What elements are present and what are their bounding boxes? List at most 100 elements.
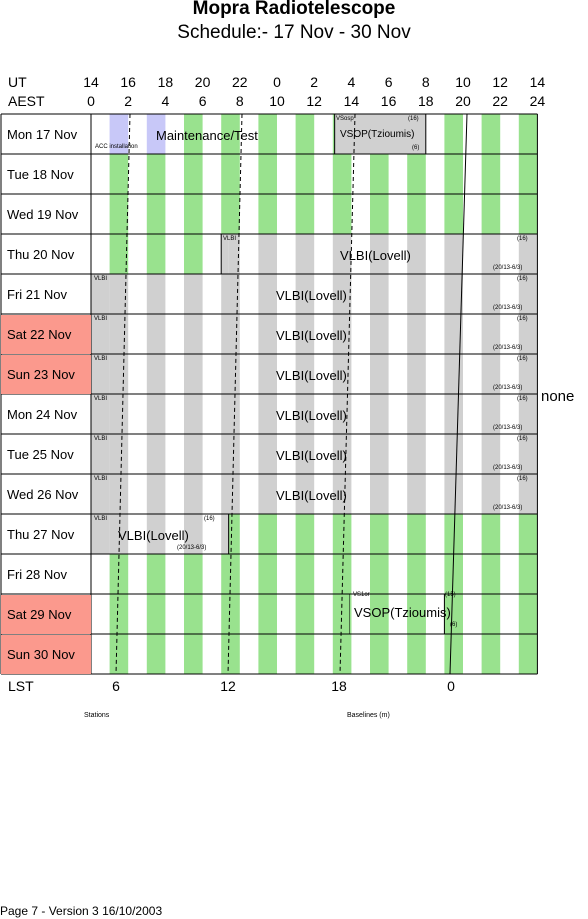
- time-band: [221, 394, 240, 434]
- time-band: [184, 114, 203, 154]
- time-band: [518, 594, 538, 634]
- time-band: [221, 474, 240, 514]
- time-band: [407, 194, 426, 234]
- ut-tick: 8: [421, 74, 430, 90]
- time-band: [295, 354, 315, 394]
- time-band: [295, 234, 315, 274]
- schedule-grid: [0, 113, 538, 675]
- time-band: [518, 114, 538, 154]
- vsop-mon-16: (16): [408, 116, 419, 122]
- day-label: Mon 24 Nov: [7, 407, 78, 422]
- time-band: [295, 114, 315, 154]
- time-band: [109, 314, 129, 354]
- time-band: [481, 114, 501, 154]
- day-label: Fri 21 Nov: [7, 287, 67, 302]
- time-band: [221, 154, 240, 194]
- time-band: [481, 474, 501, 514]
- lst-tick: 6: [112, 678, 120, 694]
- time-band: [407, 594, 426, 634]
- time-band: [407, 314, 426, 354]
- time-band: [370, 354, 389, 394]
- time-band: [407, 234, 426, 274]
- time-band: [407, 554, 426, 594]
- vlbi-count: (16): [517, 396, 528, 402]
- vlbi-code: VLBI: [94, 476, 108, 482]
- time-band: [444, 514, 463, 554]
- time-band: [146, 394, 166, 434]
- time-band: [518, 274, 538, 314]
- time-band: [444, 354, 463, 394]
- day-label: Sat 29 Nov: [1, 595, 91, 634]
- time-band: [258, 114, 277, 154]
- time-band: [481, 594, 501, 634]
- time-band: [481, 554, 501, 594]
- vsop-mon-code: VSosp: [336, 116, 354, 122]
- time-band: [221, 274, 240, 314]
- vlbi-label: VLBI(Lovell): [276, 328, 347, 343]
- lst-tick: 12: [220, 678, 236, 694]
- time-band: [444, 594, 463, 634]
- time-band: [184, 434, 203, 474]
- time-band: [228, 514, 240, 554]
- time-band: [518, 354, 538, 394]
- time-band: [295, 514, 315, 554]
- time-band: [481, 394, 501, 434]
- vlbi-block: [91, 314, 110, 354]
- time-band: [370, 514, 389, 554]
- time-band: [334, 114, 352, 154]
- time-band: [444, 634, 463, 674]
- day-label: Tue 25 Nov: [7, 447, 74, 462]
- time-band: [258, 394, 277, 434]
- acc-label: ACC installation: [95, 144, 138, 150]
- baselines-label: Baselines (m): [347, 712, 390, 719]
- time-band: [518, 474, 538, 514]
- time-band: [370, 474, 389, 514]
- lst-tick: 18: [331, 678, 347, 694]
- vlbi-stations: (20/13-6/3): [177, 545, 207, 551]
- time-band: [332, 474, 352, 514]
- time-band: [109, 354, 129, 394]
- time-band: [481, 354, 501, 394]
- vlbi-block: [91, 434, 110, 474]
- time-band: [518, 234, 538, 274]
- vlbi-block: [221, 234, 229, 274]
- time-band: [481, 274, 501, 314]
- time-band: [518, 394, 538, 434]
- time-band: [370, 634, 389, 674]
- time-band: [184, 514, 203, 554]
- time-band: [295, 154, 315, 194]
- lst-line: [339, 113, 356, 675]
- vlbi-code: VLBI: [94, 516, 108, 522]
- time-band: [184, 594, 203, 634]
- aest-tick: 22: [492, 93, 508, 109]
- time-band: [407, 154, 426, 194]
- time-band: [258, 234, 277, 274]
- time-band: [295, 274, 315, 314]
- time-band: [258, 554, 277, 594]
- time-band: [518, 314, 538, 354]
- vsop-sat-6: (6): [450, 622, 458, 628]
- time-band: [109, 554, 129, 594]
- day-label: Thu 27 Nov: [7, 527, 75, 542]
- time-band: [407, 394, 426, 434]
- vlbi-block: [91, 474, 110, 514]
- time-band: [109, 114, 129, 154]
- time-band: [295, 394, 315, 434]
- vlbi-code: VLBI: [94, 436, 108, 442]
- aest-tick: 18: [418, 93, 434, 109]
- time-band: [146, 194, 166, 234]
- time-band: [444, 234, 463, 274]
- time-band: [370, 194, 389, 234]
- ut-tick: 14: [529, 74, 546, 90]
- day-label: Tue 18 Nov: [7, 167, 74, 182]
- ut-tick: 6: [384, 74, 393, 90]
- vlbi-label: VLBI(Lovell): [340, 248, 411, 263]
- time-band: [481, 194, 501, 234]
- time-band: [295, 194, 315, 234]
- time-band: [184, 274, 203, 314]
- time-band: [221, 314, 240, 354]
- time-band: [370, 314, 389, 354]
- time-band: [370, 434, 389, 474]
- time-band: [184, 194, 203, 234]
- time-band: [444, 474, 463, 514]
